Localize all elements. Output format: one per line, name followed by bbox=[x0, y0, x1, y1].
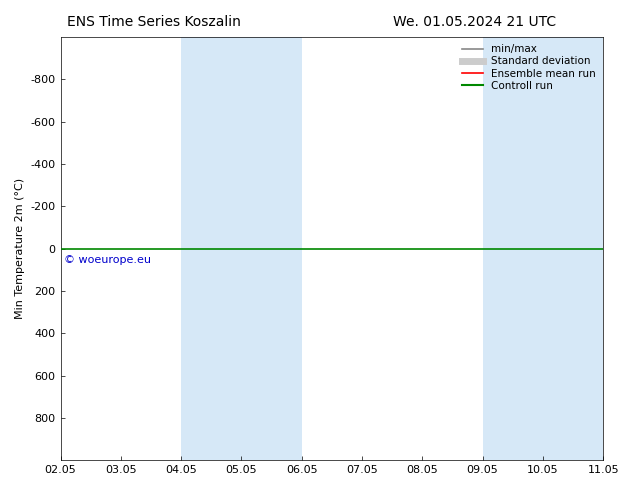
Text: © woeurope.eu: © woeurope.eu bbox=[63, 255, 150, 265]
Legend: min/max, Standard deviation, Ensemble mean run, Controll run: min/max, Standard deviation, Ensemble me… bbox=[460, 42, 598, 93]
Text: ENS Time Series Koszalin: ENS Time Series Koszalin bbox=[67, 15, 241, 29]
Y-axis label: Min Temperature 2m (°C): Min Temperature 2m (°C) bbox=[15, 178, 25, 319]
Bar bbox=[242, 37, 302, 460]
Text: We. 01.05.2024 21 UTC: We. 01.05.2024 21 UTC bbox=[393, 15, 556, 29]
Bar bbox=[181, 37, 242, 460]
Bar bbox=[482, 37, 543, 460]
Bar bbox=[543, 37, 603, 460]
